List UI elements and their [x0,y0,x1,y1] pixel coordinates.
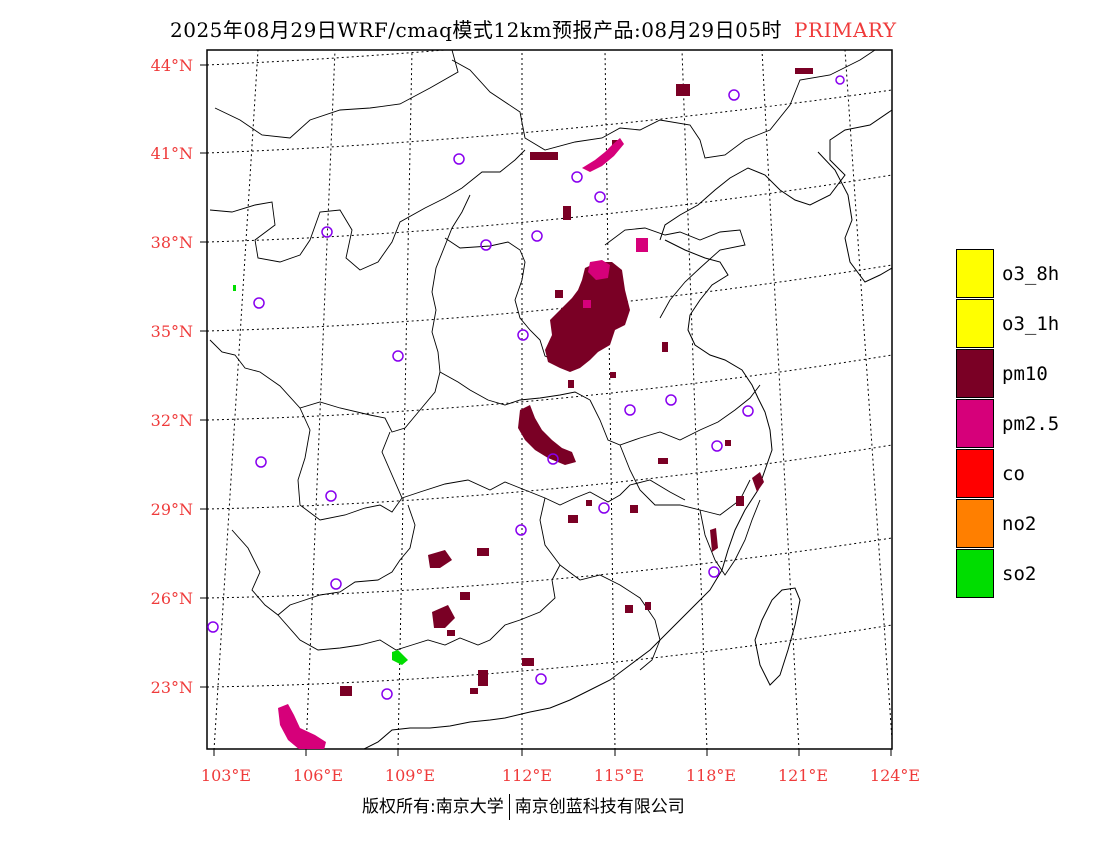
lat-label: 26°N [151,589,193,608]
legend-swatch [956,349,994,398]
station-marker [594,191,606,203]
coastline [362,109,892,749]
lat-label-group: 44°N 41°N 38°N 35°N 32°N 29°N 26°N 23°N [151,56,193,697]
station-marker [330,578,342,590]
province-boundaries [209,50,876,671]
lon-ticks [213,749,892,756]
station-marker [207,621,219,633]
station-marker [453,153,465,165]
station-marker [392,350,404,362]
station-marker [255,456,267,468]
lat-label: 41°N [151,144,193,163]
lon-label: 112°E [502,766,552,785]
lon-label-group: 103°E 106°E 109°E 112°E 115°E 118°E 121°… [201,766,920,785]
lon-label: 103°E [201,766,251,785]
legend-label: no2 [1002,513,1037,535]
legend-label: pm10 [1002,363,1048,385]
lat-label: 35°N [151,322,193,341]
legend-label: so2 [1002,563,1037,585]
station-marker [321,226,333,238]
pm10-patches [340,68,813,696]
copyright-footer: 版权所有:南京大学 南京创蓝科技有限公司 [362,792,685,820]
lon-label: 115°E [594,766,644,785]
station-markers [207,75,845,700]
lon-label: 109°E [385,766,435,785]
title-text: 2025年08月29日WRF/cmaq模式12km预报产品:08月29日05时 [170,18,783,42]
station-marker [728,89,740,101]
lat-label: 44°N [151,56,193,75]
lat-label: 38°N [151,233,193,252]
lon-label: 118°E [686,766,736,785]
pm25-patches [278,138,648,749]
legend-label: pm2.5 [1002,413,1060,435]
legend-swatch [956,499,994,548]
station-marker [381,688,393,700]
legend-label: o3_1h [1002,313,1060,335]
lat-label: 32°N [151,411,193,430]
legend-swatch [956,399,994,448]
station-marker [515,524,527,536]
station-marker [665,394,677,406]
taiwan-outline [754,587,801,686]
station-marker [571,171,583,183]
lon-label: 124°E [870,766,920,785]
station-marker [835,75,845,85]
so2-patches [233,285,408,665]
station-marker [708,566,720,578]
map-frame [206,49,893,750]
lat-label: 29°N [151,500,193,519]
primary-tag: PRIMARY [794,18,897,42]
legend-swatch [956,249,994,298]
station-marker [598,502,610,514]
station-marker [531,230,543,242]
lon-label: 106°E [293,766,343,785]
station-marker [711,440,723,452]
station-marker [624,404,636,416]
legend-swatch [956,299,994,348]
lat-label: 23°N [151,678,193,697]
station-marker [517,329,529,341]
legend-swatch [956,549,994,598]
lon-label: 121°E [778,766,828,785]
station-marker [480,239,492,251]
footer-divider [508,794,510,820]
station-marker [253,297,265,309]
station-marker [325,490,337,502]
legend-label: o3_8h [1002,263,1060,285]
lat-ticks [200,64,207,688]
station-marker [547,453,559,465]
copyright-right: 南京创蓝科技有限公司 [514,797,685,817]
legend-swatch [956,449,994,498]
station-marker [535,673,547,685]
station-marker [742,405,754,417]
map-title: 2025年08月29日WRF/cmaq模式12km预报产品:08月29日05时 P… [170,14,897,43]
legend-label: co [1002,463,1025,485]
copyright-left: 版权所有:南京大学 [362,797,504,817]
